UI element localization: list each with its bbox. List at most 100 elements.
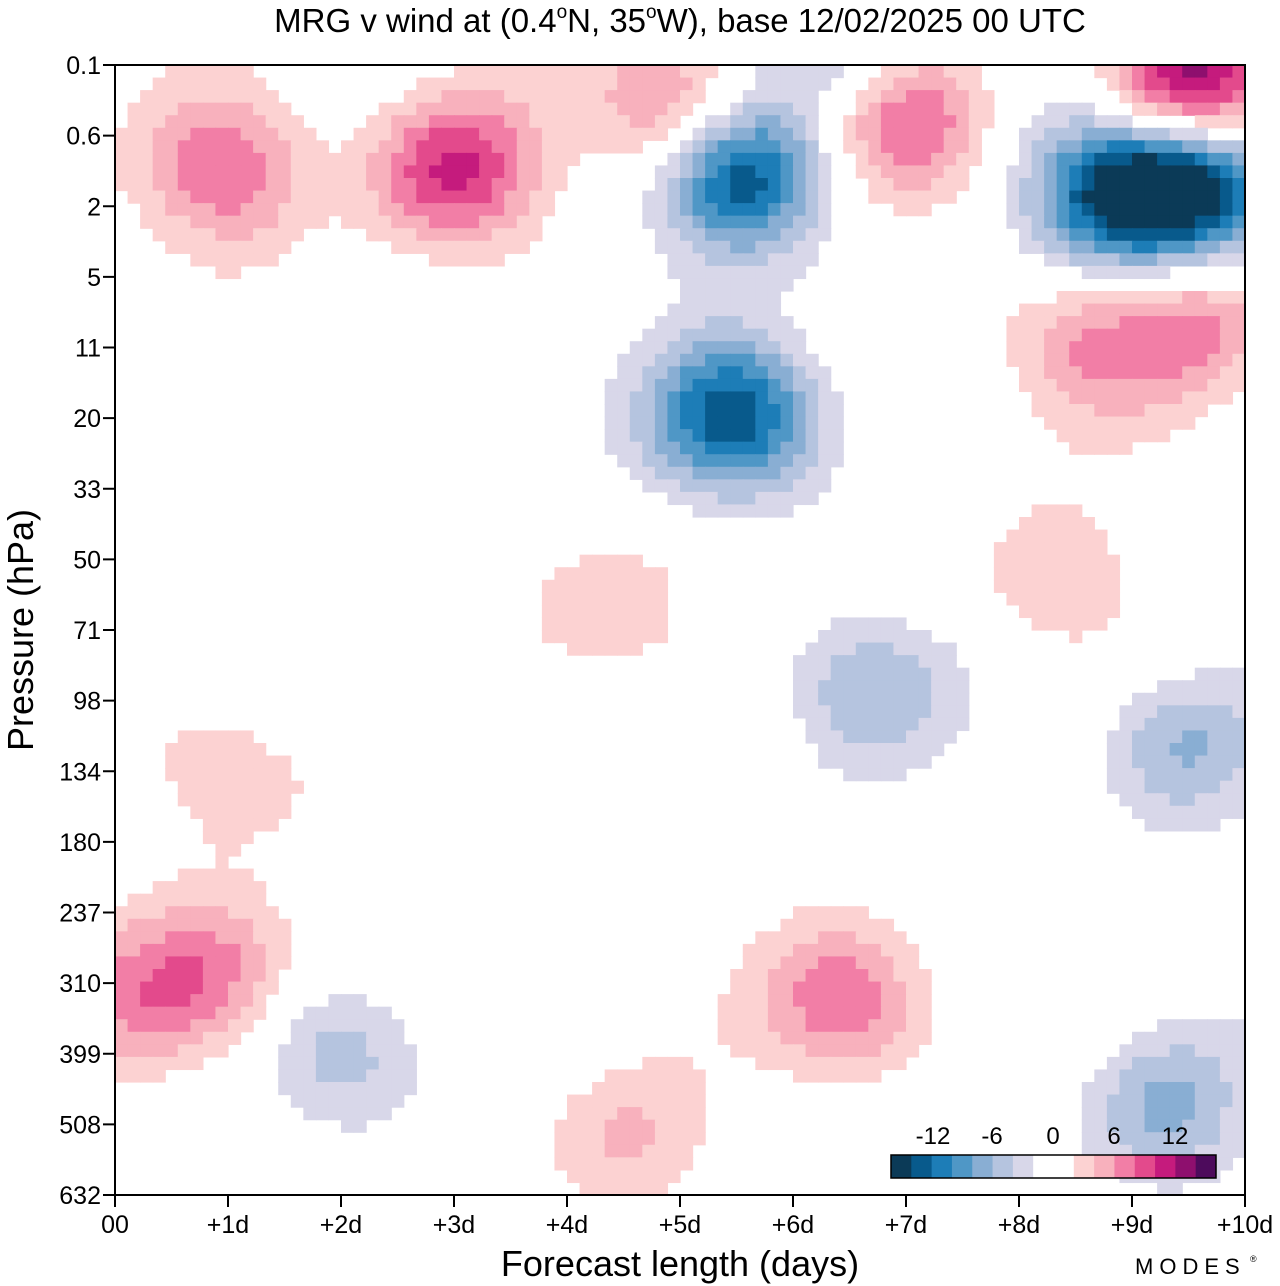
contour-cell	[303, 140, 317, 154]
contour-cell	[1081, 604, 1095, 619]
contour-cell	[730, 1019, 744, 1033]
contour-cell	[215, 140, 229, 154]
contour-cell	[479, 165, 493, 179]
contour-cell	[767, 1044, 782, 1058]
contour-cell	[215, 178, 229, 192]
contour-cell	[717, 366, 731, 380]
contour-cell	[504, 152, 518, 167]
contour-cell	[416, 215, 430, 229]
contour-cell	[705, 265, 719, 280]
contour-cell	[140, 102, 154, 116]
contour-cell	[805, 127, 819, 141]
contour-cell	[1169, 743, 1183, 757]
contour-cell	[416, 190, 430, 204]
contour-cell	[654, 353, 669, 367]
contour-cell	[290, 165, 304, 179]
contour-cell	[1157, 366, 1171, 380]
contour-cell	[165, 943, 179, 958]
contour-cell	[165, 102, 179, 116]
contour-cell	[1157, 341, 1171, 355]
contour-cell	[1119, 366, 1133, 380]
contour-cell	[202, 140, 217, 154]
contour-cell	[1132, 102, 1146, 116]
contour-cell	[780, 115, 794, 129]
contour-cell	[353, 165, 367, 179]
contour-cell	[730, 504, 744, 518]
contour-cell	[391, 1094, 405, 1108]
contour-cell	[1132, 341, 1146, 355]
contour-cell	[1232, 90, 1245, 104]
contour-cell	[1132, 1132, 1146, 1146]
contour-cell	[579, 642, 593, 656]
contour-cell	[830, 918, 844, 932]
contour-cell	[617, 617, 631, 631]
contour-cell	[1169, 291, 1183, 305]
contour-cell	[617, 554, 631, 568]
contour-cell	[228, 1031, 242, 1045]
contour-cell	[717, 378, 731, 393]
contour-cell	[592, 1169, 606, 1184]
contour-cell	[378, 178, 392, 192]
contour-cell	[190, 90, 204, 104]
contour-cell	[1031, 303, 1045, 317]
contour-cell	[918, 680, 932, 694]
contour-cell	[1207, 793, 1221, 807]
contour-cell	[1169, 127, 1183, 141]
contour-cell	[1106, 127, 1121, 141]
contour-cell	[1194, 65, 1208, 79]
contour-cell	[579, 1132, 593, 1146]
contour-cell	[680, 265, 694, 280]
contour-cell	[278, 152, 292, 167]
contour-cell	[604, 127, 618, 141]
contour-cell	[780, 215, 794, 229]
contour-cell	[755, 429, 769, 443]
contour-cell	[642, 391, 656, 405]
contour-cell	[403, 228, 417, 242]
contour-cell	[1207, 1019, 1221, 1033]
contour-cell	[378, 152, 392, 167]
contour-cell	[617, 592, 631, 606]
contour-cell	[1157, 178, 1171, 192]
contour-cell	[177, 165, 191, 179]
contour-cell	[604, 1107, 618, 1121]
contour-cell	[1182, 215, 1196, 229]
contour-cell	[667, 1094, 681, 1108]
contour-cell	[567, 1119, 581, 1133]
contour-cell	[353, 1031, 367, 1045]
contour-cell	[818, 65, 832, 79]
contour-cell	[1132, 178, 1146, 192]
contour-cell	[1219, 805, 1234, 819]
contour-cell	[152, 931, 166, 945]
contour-cell	[366, 1006, 380, 1020]
contour-cell	[918, 994, 932, 1008]
contour-cell	[818, 404, 832, 418]
contour-cell	[868, 931, 882, 945]
contour-cell	[190, 140, 204, 154]
contour-cell	[466, 165, 480, 179]
contour-cell	[127, 918, 141, 932]
contour-cell	[1232, 768, 1245, 782]
contour-cell	[767, 152, 782, 167]
contour-cell	[793, 1056, 807, 1071]
contour-cell	[730, 328, 744, 342]
contour-cell	[604, 391, 618, 405]
contour-cell	[642, 1169, 656, 1184]
contour-cell	[1207, 1031, 1221, 1045]
contour-cell	[278, 203, 292, 217]
contour-cell	[1169, 240, 1183, 254]
contour-cell	[654, 77, 669, 91]
contour-cell	[730, 441, 744, 455]
contour-cell	[818, 441, 832, 455]
contour-cell	[1157, 730, 1171, 744]
contour-cell	[730, 115, 744, 129]
contour-cell	[165, 228, 179, 242]
contour-cell	[1031, 592, 1045, 606]
contour-cell	[1219, 253, 1234, 267]
contour-cell	[705, 466, 719, 480]
contour-cell	[692, 291, 706, 305]
contour-cell	[717, 454, 731, 468]
contour-cell	[1069, 416, 1083, 430]
contour-cell	[1081, 1132, 1095, 1146]
contour-cell	[127, 981, 141, 995]
contour-cell	[730, 378, 744, 393]
